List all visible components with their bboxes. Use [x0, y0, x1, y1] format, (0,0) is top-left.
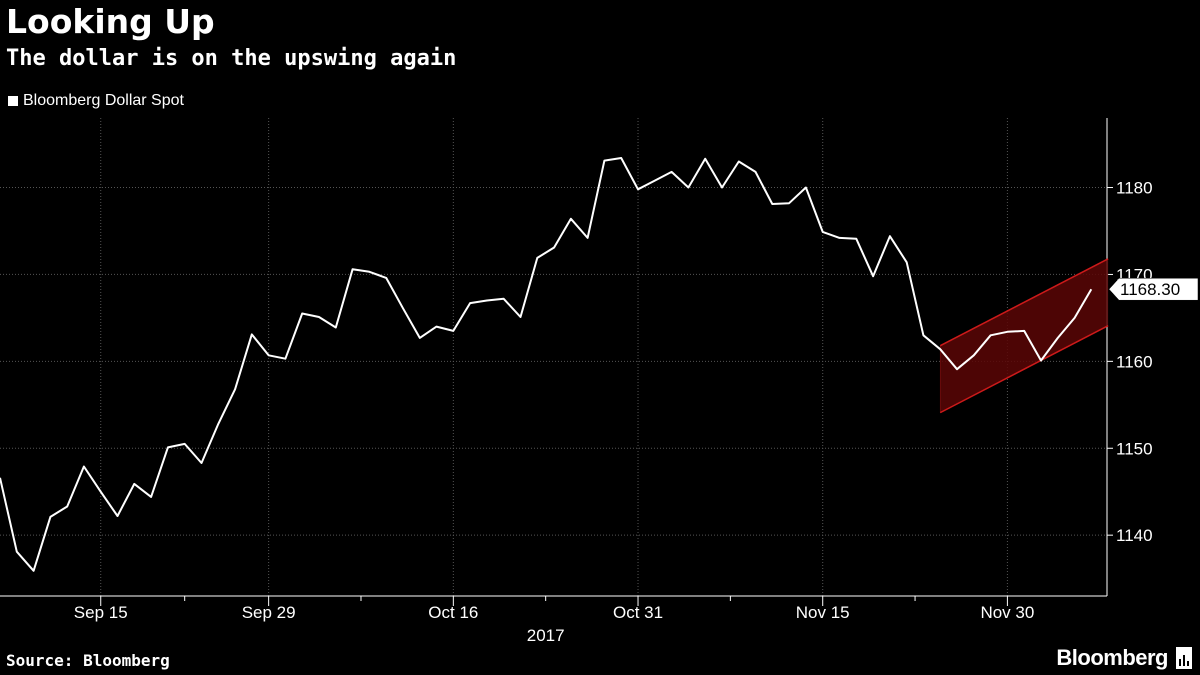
x-tick-label: Sep 29	[242, 603, 296, 622]
chart-title: Looking Up	[6, 2, 215, 41]
legend-label: Bloomberg Dollar Spot	[23, 92, 184, 109]
last-value-label: 1168.30	[1120, 280, 1180, 299]
x-tick-label: Sep 15	[74, 603, 128, 622]
last-value-callout	[1108, 277, 1199, 301]
x-tick-label: Oct 31	[613, 603, 663, 622]
series-line	[0, 157, 1093, 572]
legend-swatch	[8, 96, 18, 106]
chart-subtitle: The dollar is on the upswing again	[6, 46, 457, 71]
brand-logo: Bloomberg	[1056, 645, 1192, 671]
y-tick-label: 1160	[1116, 352, 1153, 371]
x-tick-label: Oct 16	[428, 603, 478, 622]
y-tick-label: 1180	[1116, 179, 1153, 198]
y-tick-label: 1150	[1116, 439, 1153, 458]
source-note: Source: Bloomberg	[6, 651, 170, 670]
trend-channel-lower	[939, 325, 1109, 414]
x-tick-label: Nov 30	[980, 603, 1034, 622]
y-tick-label: 1140	[1116, 526, 1153, 545]
trend-channel-fill	[940, 258, 1109, 413]
legend: Bloomberg Dollar Spot	[8, 90, 184, 112]
x-tick-label: Nov 15	[796, 603, 850, 622]
trend-channel-upper	[939, 258, 1109, 347]
x-year-label: 2017	[527, 626, 565, 645]
brand-name: Bloomberg	[1056, 645, 1168, 670]
terminal-bars-icon	[1176, 647, 1192, 669]
